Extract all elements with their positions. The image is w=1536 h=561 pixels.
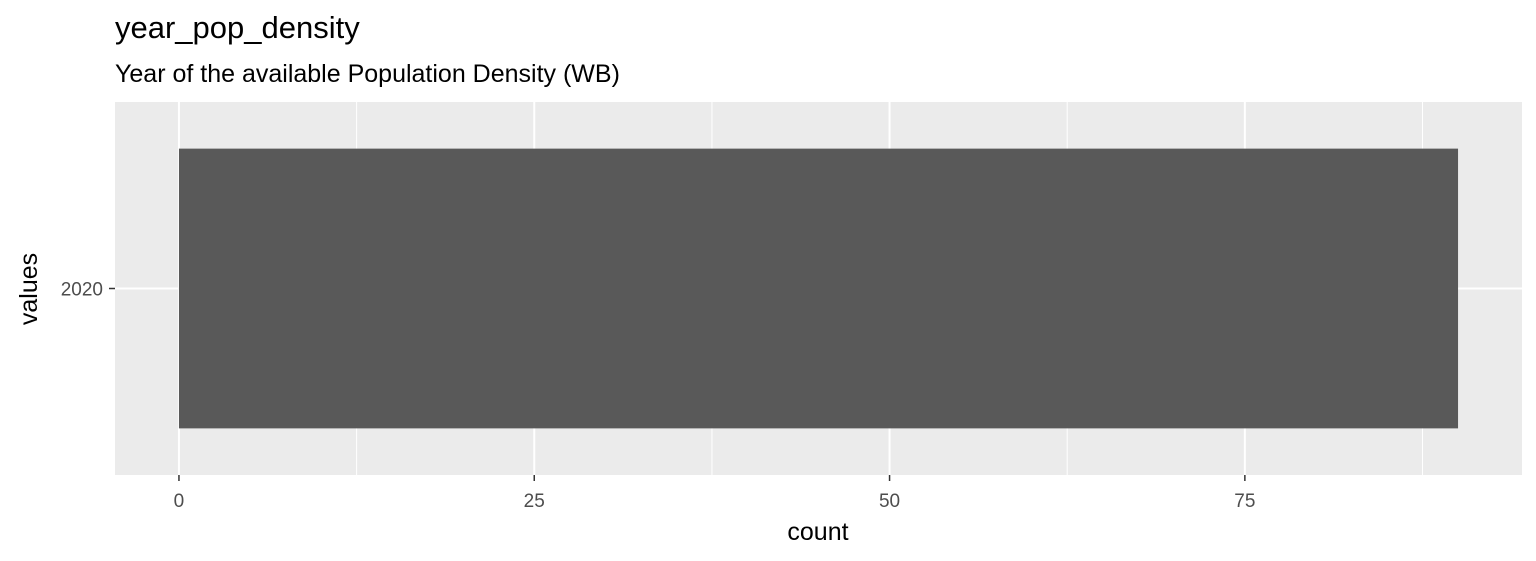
chart-title: year_pop_density [115,10,360,45]
x-axis: 0 25 50 75 [174,475,1255,512]
y-axis: 2020 [61,280,115,301]
x-tick-label: 25 [524,491,545,512]
bars [178,148,1459,429]
y-tick-label: 2020 [61,280,103,301]
x-tick-label: 50 [879,491,900,512]
x-axis-title: count [787,518,848,546]
y-axis-title: values [15,253,43,325]
x-tick-label: 75 [1234,491,1255,512]
x-tick-label: 0 [174,491,185,512]
bar-2020 [178,148,1459,429]
chart-subtitle: Year of the available Population Density… [115,60,620,88]
